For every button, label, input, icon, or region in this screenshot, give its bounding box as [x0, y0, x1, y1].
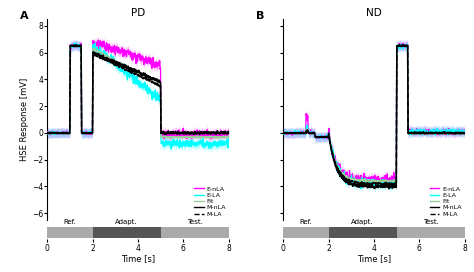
X-axis label: Time [s]: Time [s]	[357, 254, 391, 263]
Text: Test.: Test.	[423, 219, 438, 225]
Bar	[328, 227, 397, 238]
Bar	[47, 227, 229, 238]
Text: Adapt.: Adapt.	[351, 219, 374, 225]
Legend: E-nLA, E-LA, Fit, M-nLA, M-LA: E-nLA, E-LA, Fit, M-nLA, M-LA	[194, 186, 226, 217]
X-axis label: Time [s]: Time [s]	[121, 254, 155, 263]
Text: Test.: Test.	[187, 219, 203, 225]
Y-axis label: HSE Response [mV]: HSE Response [mV]	[20, 78, 29, 161]
Bar	[93, 227, 161, 238]
Text: B: B	[256, 11, 264, 21]
Legend: E-nLA, E-LA, Fit, M-nLA, M-LA: E-nLA, E-LA, Fit, M-nLA, M-LA	[430, 186, 461, 217]
Title: PD: PD	[131, 8, 145, 18]
Text: Ref.: Ref.	[300, 219, 312, 225]
Text: Ref.: Ref.	[64, 219, 76, 225]
Bar	[283, 227, 465, 238]
Title: ND: ND	[366, 8, 382, 18]
Text: Adapt.: Adapt.	[116, 219, 138, 225]
Text: A: A	[20, 11, 29, 21]
